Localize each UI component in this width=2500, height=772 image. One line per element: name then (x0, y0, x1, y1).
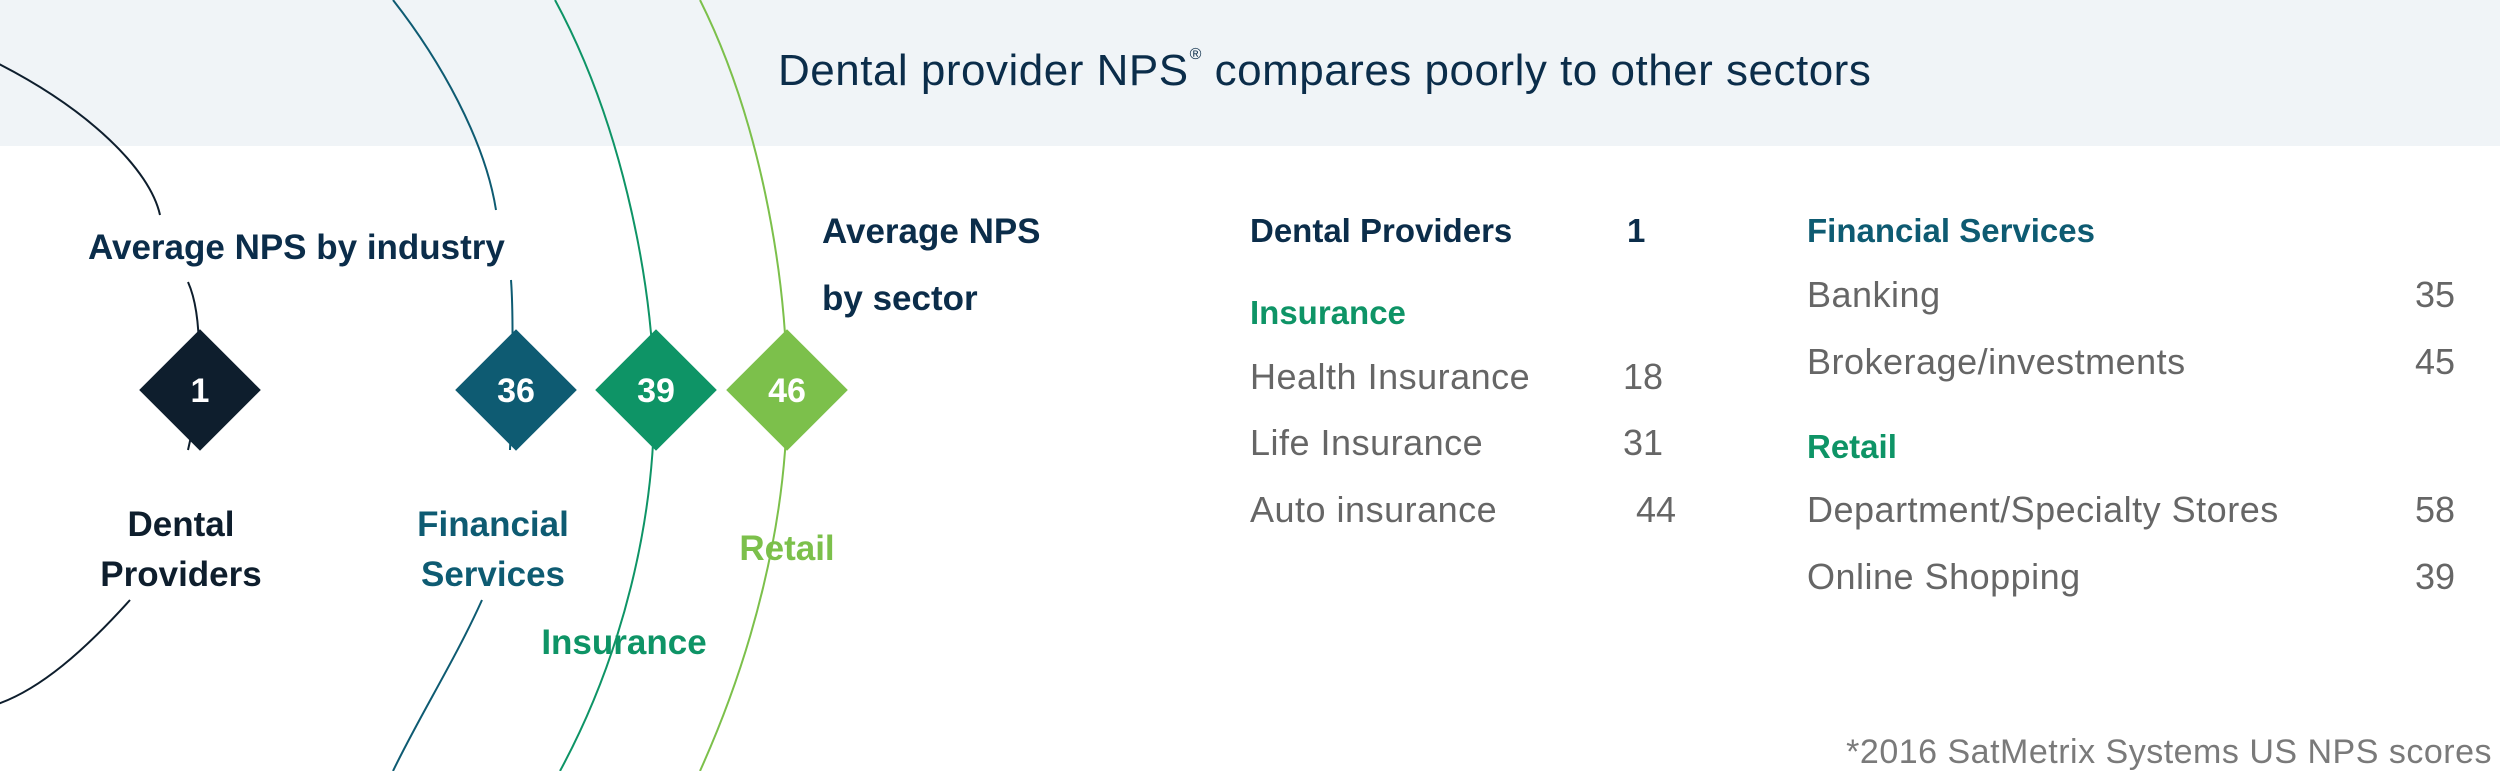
nps-diamond-insurance: 39 (595, 329, 717, 451)
label-insurance: Insurance (541, 623, 707, 662)
nps-value-insurance: 39 (637, 372, 675, 410)
sector-dental-label: Dental Providers (1250, 212, 1513, 249)
sector-row-value: 18 (1622, 356, 1663, 397)
sector-row-label: Department/Specialty Stores (1807, 489, 2279, 530)
sector-row-label: Life Insurance (1250, 422, 1484, 463)
footnote: *2016 SatMetrix Systems US NPS scores (1846, 733, 2492, 771)
group-financial-heading: Financial Services (1807, 212, 2095, 249)
label-financial: Financial Services (417, 505, 569, 594)
group-insurance-heading: Insurance (1250, 294, 1406, 331)
sector-row-value: 58 (2414, 489, 2455, 530)
nps-diamond-financial: 36 (455, 329, 577, 451)
label-dental: Dental Providers (100, 505, 262, 594)
sector-row-label: Banking (1807, 274, 1941, 315)
sector-row-value: 44 (1635, 489, 1676, 530)
sector-row-value: 45 (2414, 341, 2455, 382)
sector-row-value: 31 (1622, 422, 1663, 463)
page-title: Dental provider NPS® compares poorly to … (778, 46, 1872, 95)
nps-value-retail: 46 (768, 372, 806, 410)
nps-diamond-dental: 1 (139, 329, 261, 451)
nps-value-dental: 1 (191, 372, 210, 410)
sector-dental-value: 1 (1627, 212, 1646, 249)
sector-row-value: 35 (2414, 274, 2455, 315)
sector-row-label: Online Shopping (1807, 556, 2081, 597)
sector-row-label: Auto insurance (1250, 489, 1498, 530)
sector-table-title: Average NPS by sector (822, 212, 1041, 318)
sector-row-label: Brokerage/investments (1807, 341, 2186, 382)
nps-diamond-retail: 46 (726, 329, 848, 451)
label-retail: Retail (739, 529, 835, 568)
sector-row-label: Health Insurance (1250, 356, 1531, 397)
sector-row-value: 39 (2414, 556, 2455, 597)
group-retail-heading: Retail (1807, 428, 1897, 465)
industry-chart-title: Average NPS by industry (88, 228, 505, 267)
title-banner (0, 0, 2500, 146)
nps-value-financial: 36 (497, 372, 535, 410)
